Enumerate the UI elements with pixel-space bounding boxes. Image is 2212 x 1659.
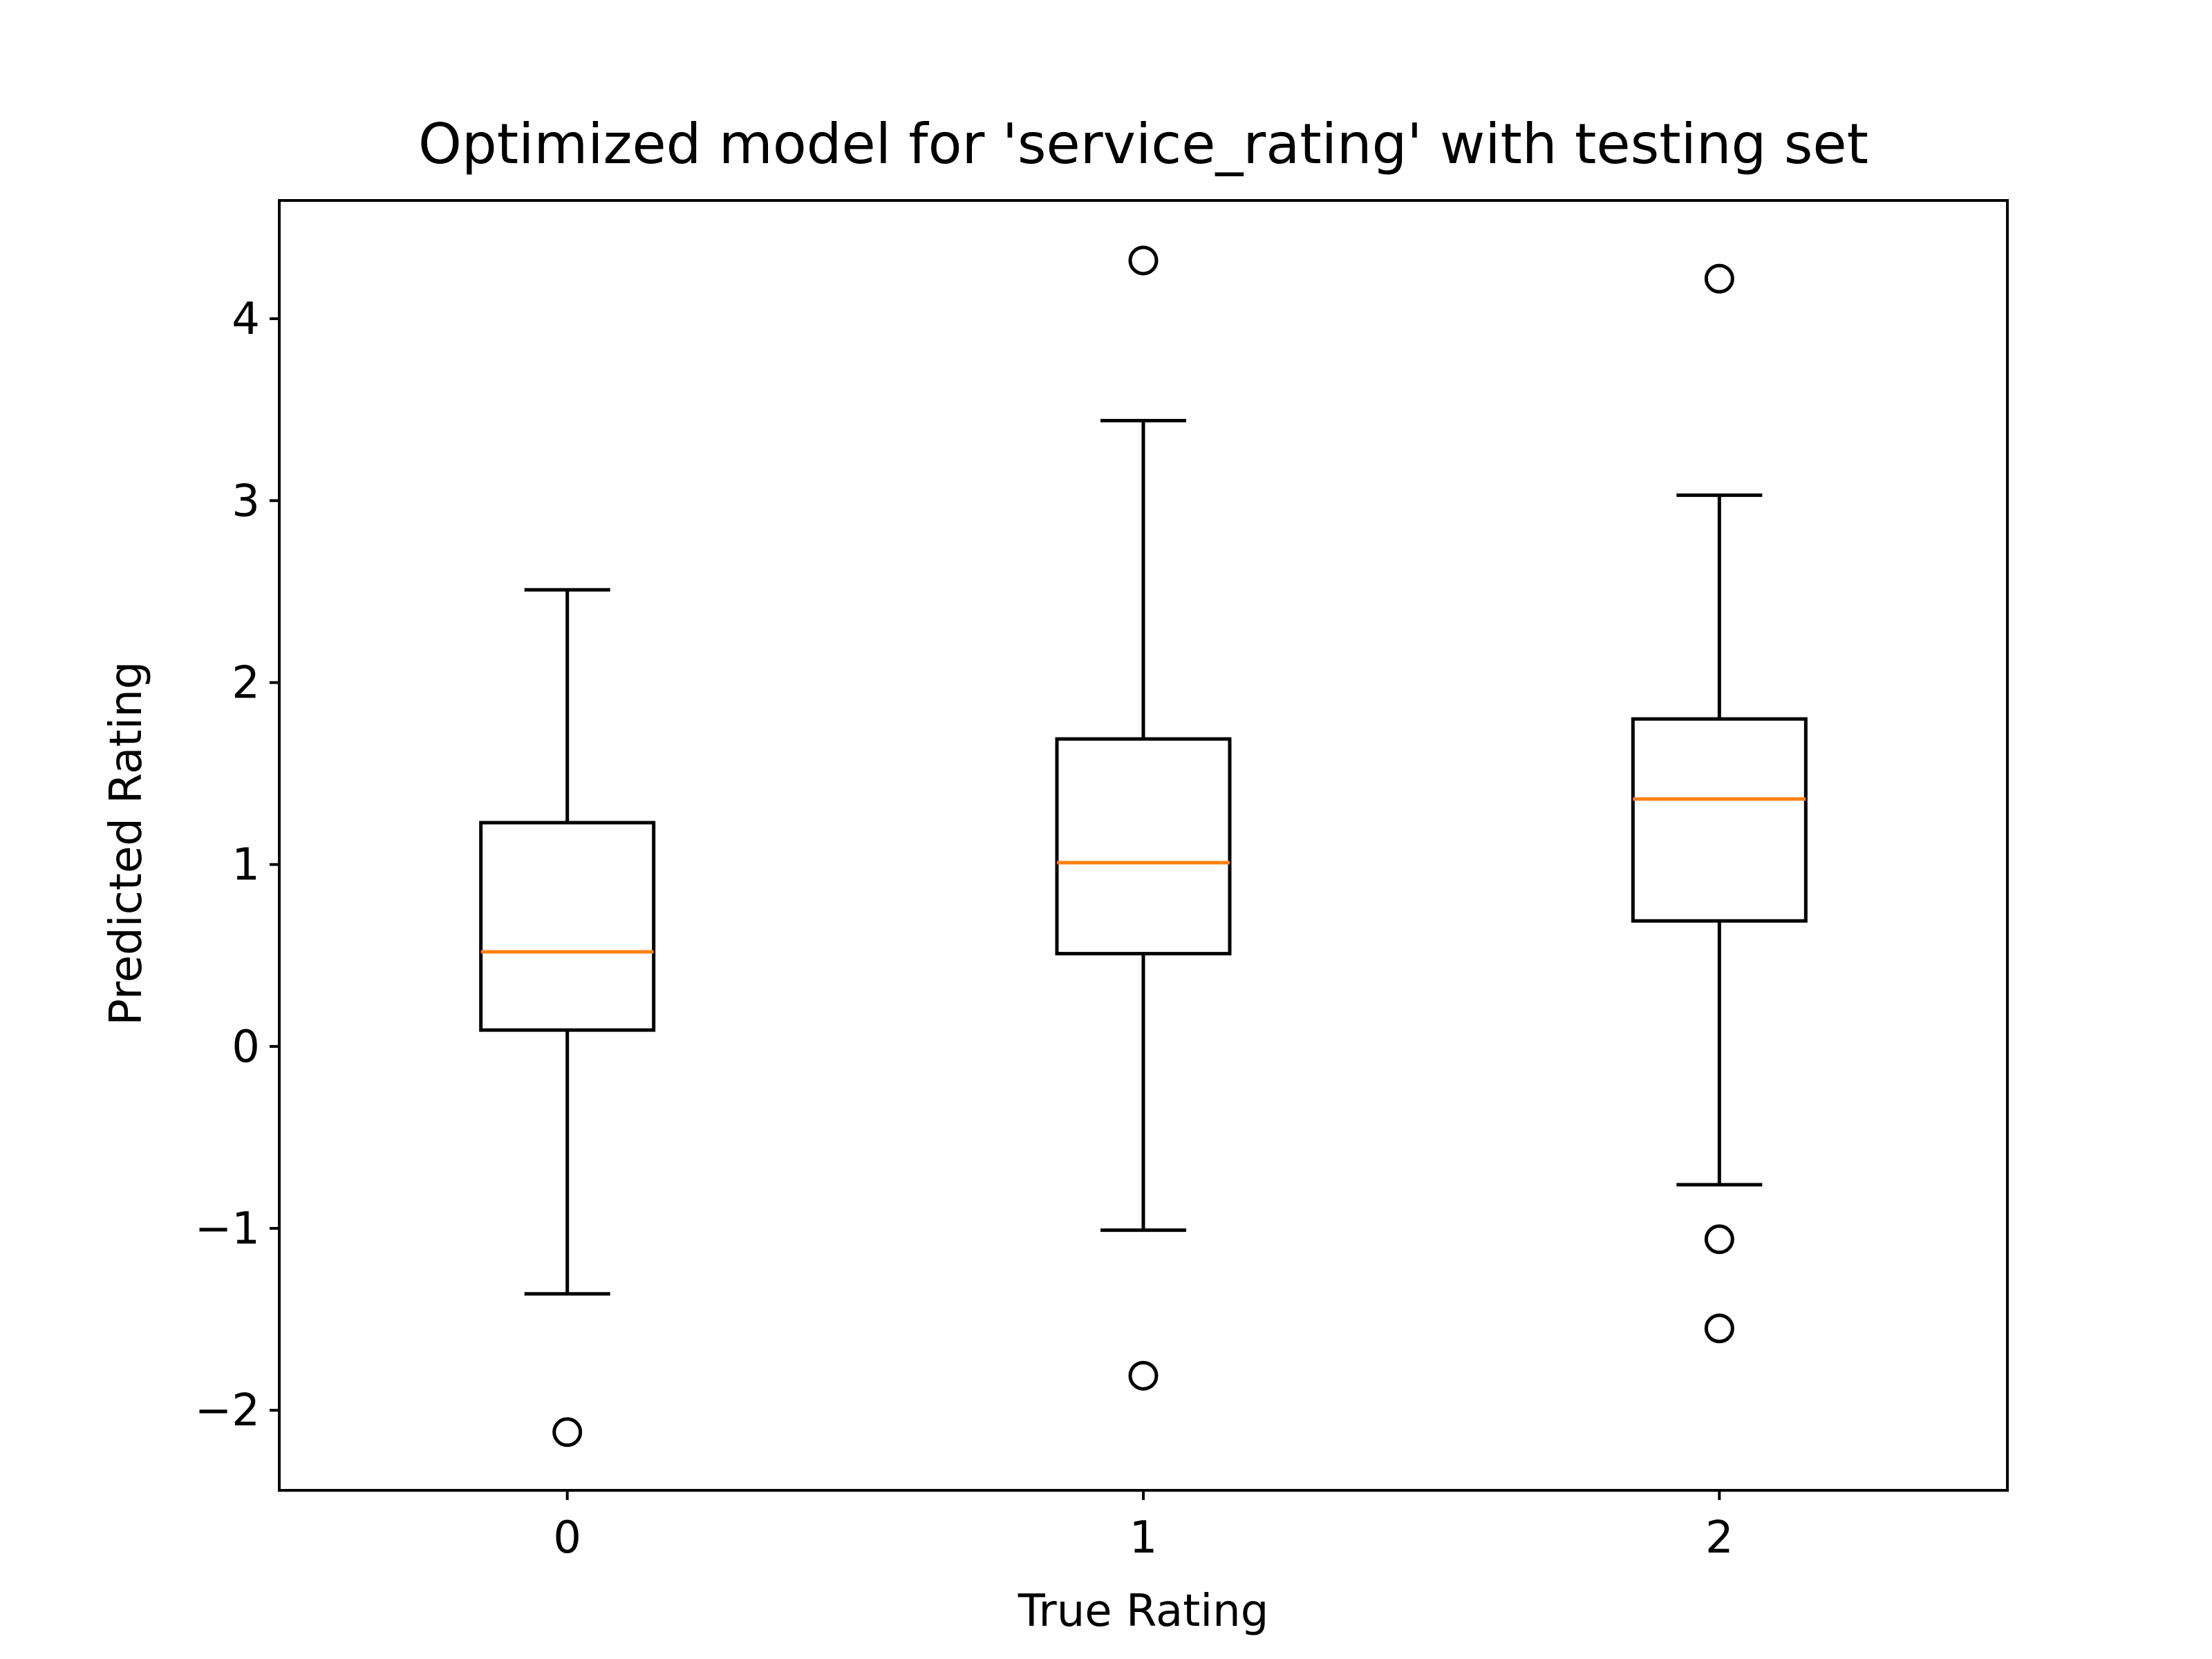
x-tick-label: 1: [1130, 1512, 1158, 1564]
box-iqr: [1055, 737, 1232, 956]
box-iqr: [479, 821, 656, 1032]
outlier-point: [1704, 1313, 1734, 1344]
box-iqr: [1631, 717, 1808, 923]
outlier-point: [1128, 245, 1159, 276]
outlier-point: [1704, 263, 1734, 294]
chart-title: Optimized model for 'service_rating' wit…: [418, 112, 1868, 176]
x-axis-label: True Rating: [1018, 1586, 1269, 1637]
x-tick-label: 0: [553, 1512, 581, 1564]
plot-area: −2 −1 0 1 2 3 4 0 1 2: [195, 199, 2009, 1564]
y-tick-label: 4: [232, 294, 260, 345]
y-tick-label: 2: [232, 657, 260, 709]
y-tick-label: −1: [195, 1203, 260, 1255]
y-tick-label: −2: [195, 1385, 260, 1436]
outlier-point: [1128, 1360, 1159, 1391]
y-tick-label: 3: [232, 476, 260, 527]
axes-frame: [278, 199, 2009, 1492]
y-axis-label: Predicted Rating: [101, 661, 152, 1025]
y-tick-label: 0: [232, 1022, 260, 1073]
outlier-point: [1704, 1224, 1734, 1255]
x-tick-label: 2: [1705, 1512, 1734, 1564]
y-tick-label: 1: [232, 840, 260, 891]
outlier-point: [552, 1417, 583, 1447]
